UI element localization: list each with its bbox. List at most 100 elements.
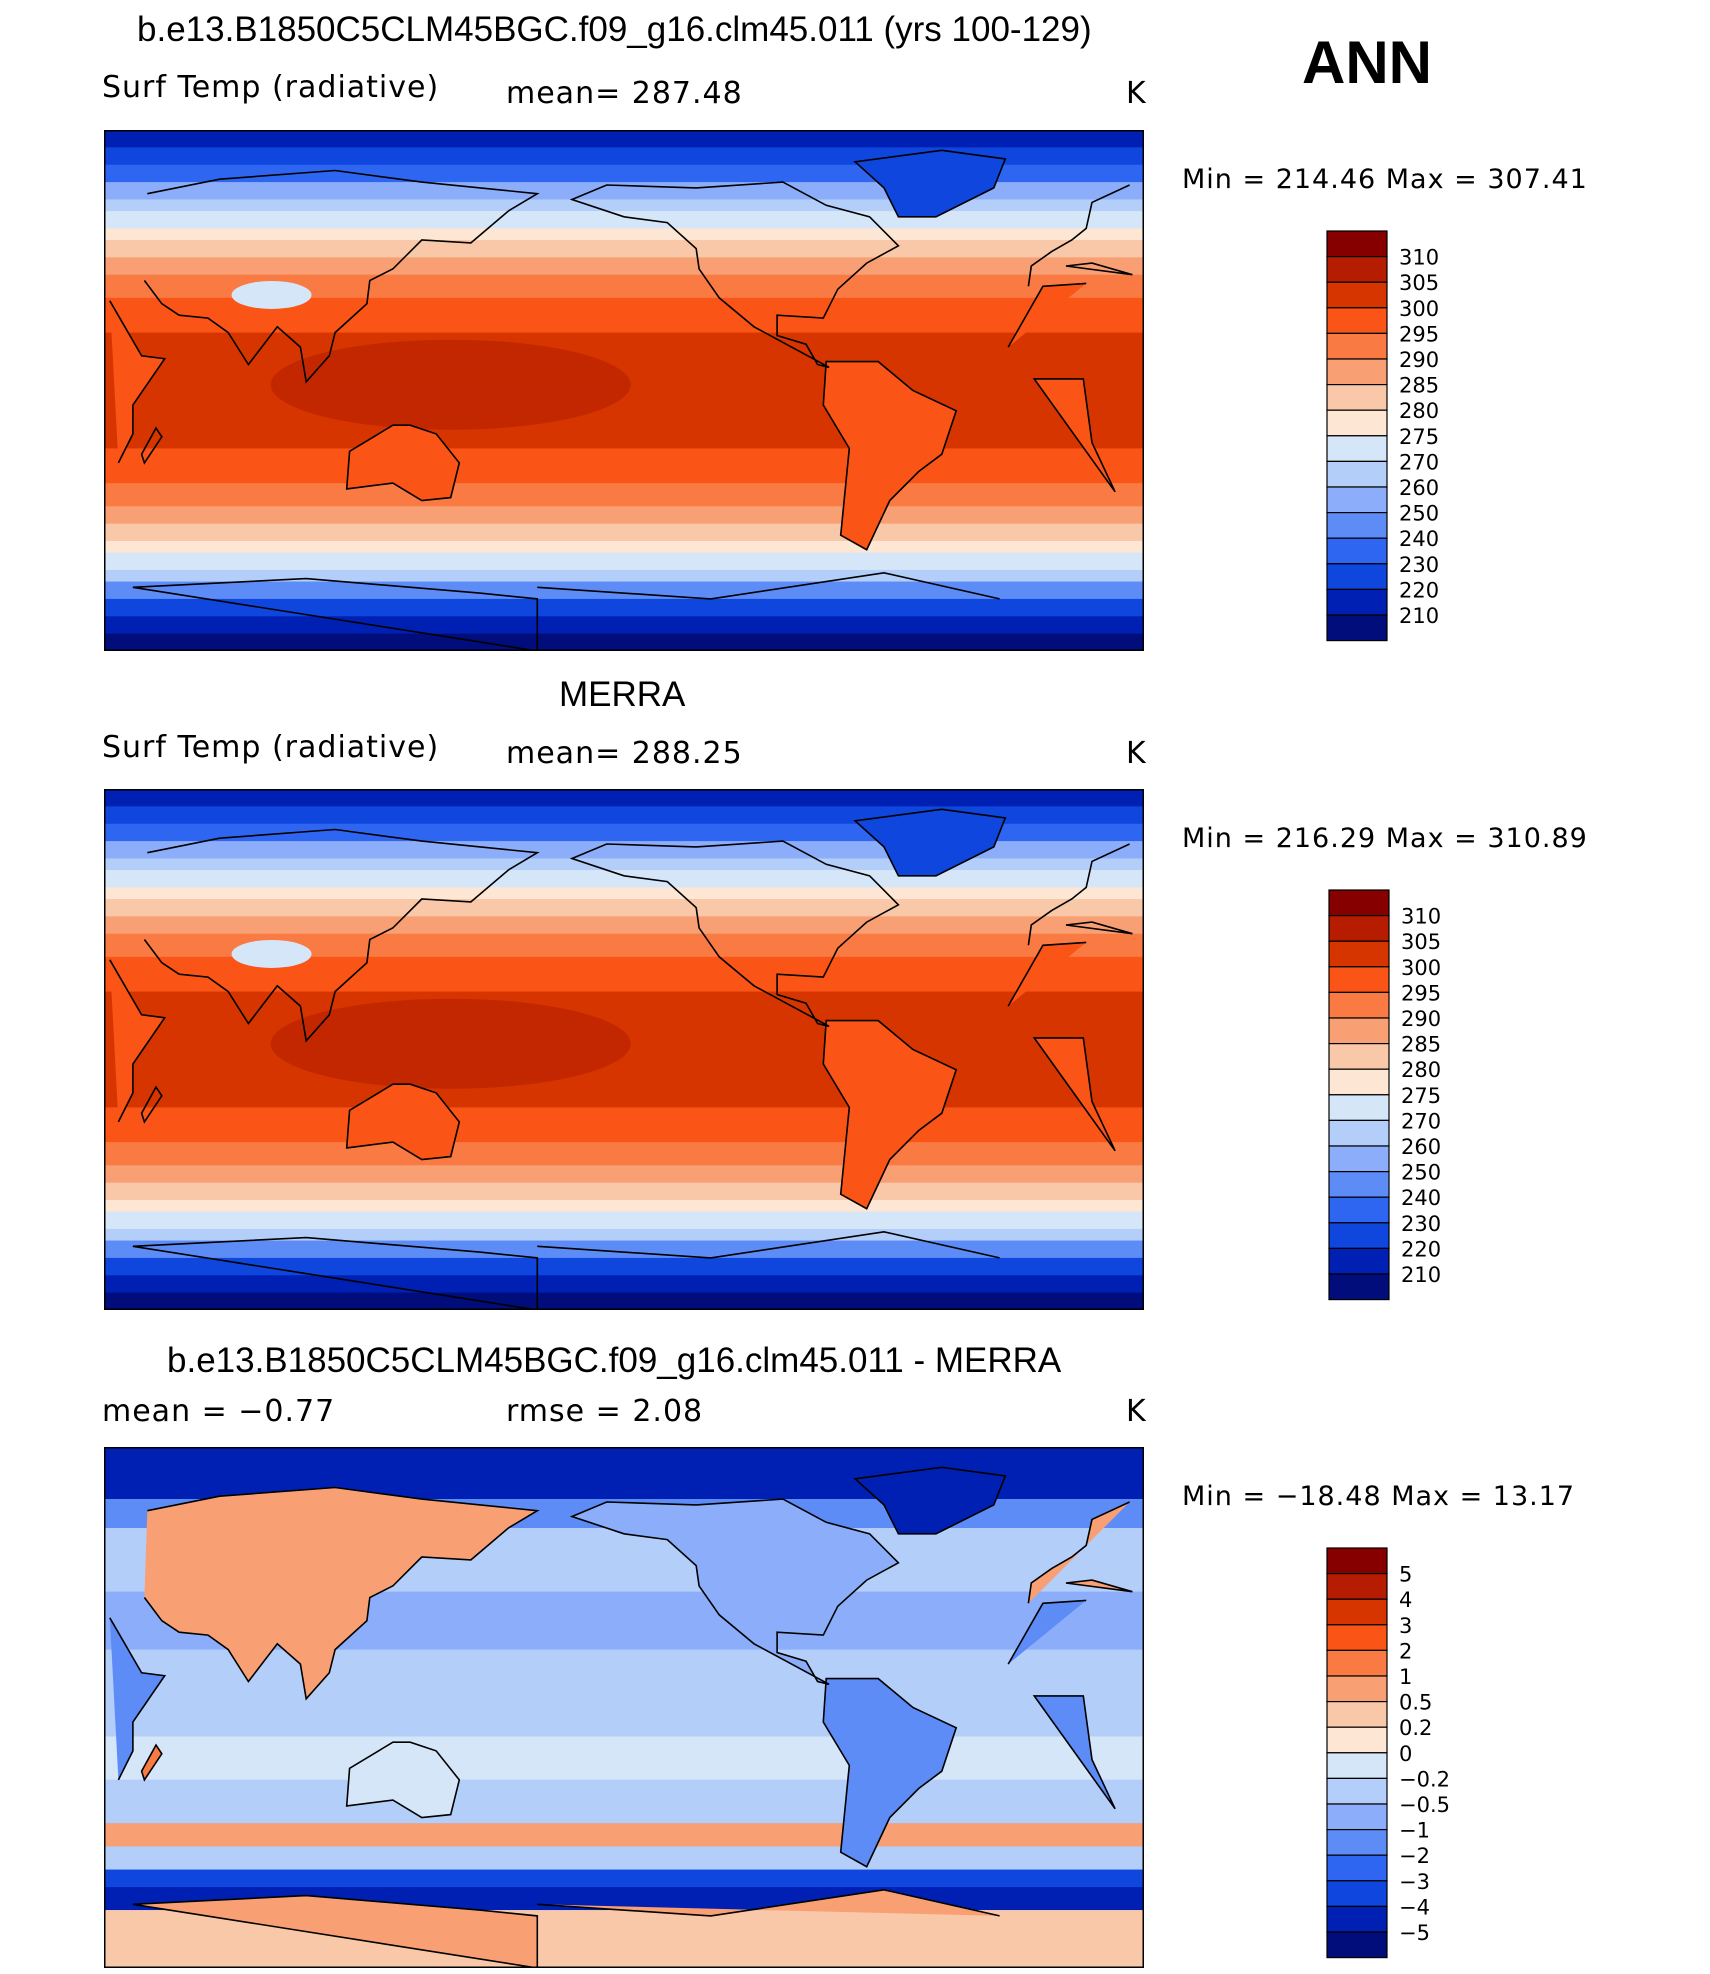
temperature-band <box>104 881 1144 889</box>
colorbar-tick-label: 310 <box>1399 246 1439 270</box>
temperature-band <box>104 141 1144 148</box>
temperature-band <box>104 546 1144 554</box>
land-warm <box>823 1020 957 1209</box>
colorbar-tick-label: 275 <box>1401 1084 1441 1108</box>
colorbar-box <box>1326 1752 1388 1780</box>
temperature-band <box>104 465 1144 473</box>
temperature-band <box>104 402 1144 409</box>
colorbar-box <box>1326 1931 1388 1959</box>
temperature-band <box>104 512 1144 519</box>
colorbar-tick-label: −5 <box>1399 1921 1430 1945</box>
colorbar-tick-label: 290 <box>1401 1007 1441 1031</box>
colorbar-tick-label: 280 <box>1401 1058 1441 1082</box>
coastline <box>109 282 1116 493</box>
temperature-band <box>104 315 1144 322</box>
temperature-band <box>104 274 1144 282</box>
temperature-band <box>104 639 1144 646</box>
temperature-band <box>104 1171 1144 1178</box>
temperature-band <box>104 864 1144 871</box>
temperature-band <box>104 216 1144 224</box>
temperature-band <box>104 951 1144 958</box>
temperature-band <box>104 922 1144 929</box>
colorbar-tick-label: 270 <box>1399 450 1439 474</box>
temperature-band <box>104 517 1144 525</box>
colorbar-tick-label: 210 <box>1399 604 1439 628</box>
temperature-band <box>104 459 1144 467</box>
panel-1-min-max: Min = 214.46 Max = 307.41 <box>1182 164 1588 195</box>
temperature-band <box>104 529 1144 536</box>
temperature-band <box>104 1020 1144 1027</box>
temperature-band <box>104 1246 1144 1253</box>
temperature-band <box>104 800 1144 807</box>
colorbar-box <box>1326 1624 1388 1652</box>
colorbar-tick-label: 305 <box>1399 271 1439 295</box>
colorbar-tick-label: −0.2 <box>1399 1767 1450 1791</box>
temperature-band <box>104 500 1144 507</box>
coastline <box>143 828 1133 1043</box>
temperature-band <box>104 541 1144 548</box>
temperature-band <box>104 222 1144 230</box>
colorbar-box <box>1326 1854 1388 1882</box>
warm-pool <box>270 998 631 1089</box>
temperature-band <box>104 980 1144 987</box>
temperature-band <box>104 170 1144 177</box>
temperature-band <box>104 1286 1144 1294</box>
temperature-band <box>104 268 1144 276</box>
land-anomaly <box>132 1889 1000 1968</box>
temperature-band <box>104 1153 1144 1161</box>
temperature-band <box>104 1101 1144 1108</box>
colorbar-tick-label: 230 <box>1401 1212 1441 1236</box>
colorbar-box <box>1326 1803 1388 1831</box>
temperature-band <box>104 1084 1144 1091</box>
coastline <box>345 1083 461 1161</box>
colorbar-box <box>1326 256 1388 283</box>
colorbar-box <box>1328 966 1390 994</box>
temperature-band <box>104 483 1144 490</box>
panel-3-map <box>104 1447 1144 1968</box>
temperature-band <box>104 297 1144 305</box>
temperature-band <box>104 1008 1144 1016</box>
colorbar-tick-label: 285 <box>1401 1033 1441 1057</box>
temperature-band <box>104 413 1144 421</box>
coastline <box>569 1498 900 1686</box>
colorbar-tick-label: 3 <box>1399 1614 1412 1638</box>
temperature-band <box>104 587 1144 594</box>
colorbar-tick-label: 250 <box>1401 1161 1441 1185</box>
temperature-band <box>104 419 1144 426</box>
colorbar-box <box>1326 384 1388 411</box>
temperature-band <box>104 939 1144 946</box>
coastline <box>569 181 900 369</box>
temperature-band <box>104 355 1144 363</box>
colorbar-box <box>1326 1905 1388 1933</box>
temperature-band <box>104 1090 1144 1097</box>
temperature-band <box>104 1165 1144 1172</box>
temperature-band <box>104 633 1144 641</box>
colorbar-box <box>1326 307 1388 335</box>
colorbar-box <box>1326 435 1388 463</box>
temperature-band <box>104 164 1144 172</box>
temperature-band <box>104 1205 1144 1213</box>
diff-band <box>104 1736 1144 1780</box>
colorbar-tick-label: 290 <box>1399 348 1439 372</box>
map-frame <box>104 789 1144 1310</box>
colorbar-tick-label: 270 <box>1401 1109 1441 1133</box>
temperature-band <box>104 1095 1144 1103</box>
temperature-band <box>104 852 1144 860</box>
temperature-band <box>104 1113 1144 1120</box>
diff-band <box>104 1846 1144 1870</box>
colorbar-box <box>1326 486 1388 514</box>
temperature-band <box>104 205 1144 212</box>
map-frame <box>104 130 1144 651</box>
temperature-band <box>104 962 1144 970</box>
panel-2-map <box>104 789 1144 1310</box>
temperature-band <box>104 1136 1144 1143</box>
colorbar-box <box>1326 358 1388 386</box>
temperature-band <box>104 910 1144 917</box>
temperature-band <box>104 991 1144 998</box>
colorbar-box <box>1326 409 1388 437</box>
colorbar-box <box>1326 563 1388 590</box>
colorbar-box <box>1326 1675 1388 1703</box>
temperature-band <box>104 309 1144 316</box>
temperature-band <box>104 153 1144 160</box>
